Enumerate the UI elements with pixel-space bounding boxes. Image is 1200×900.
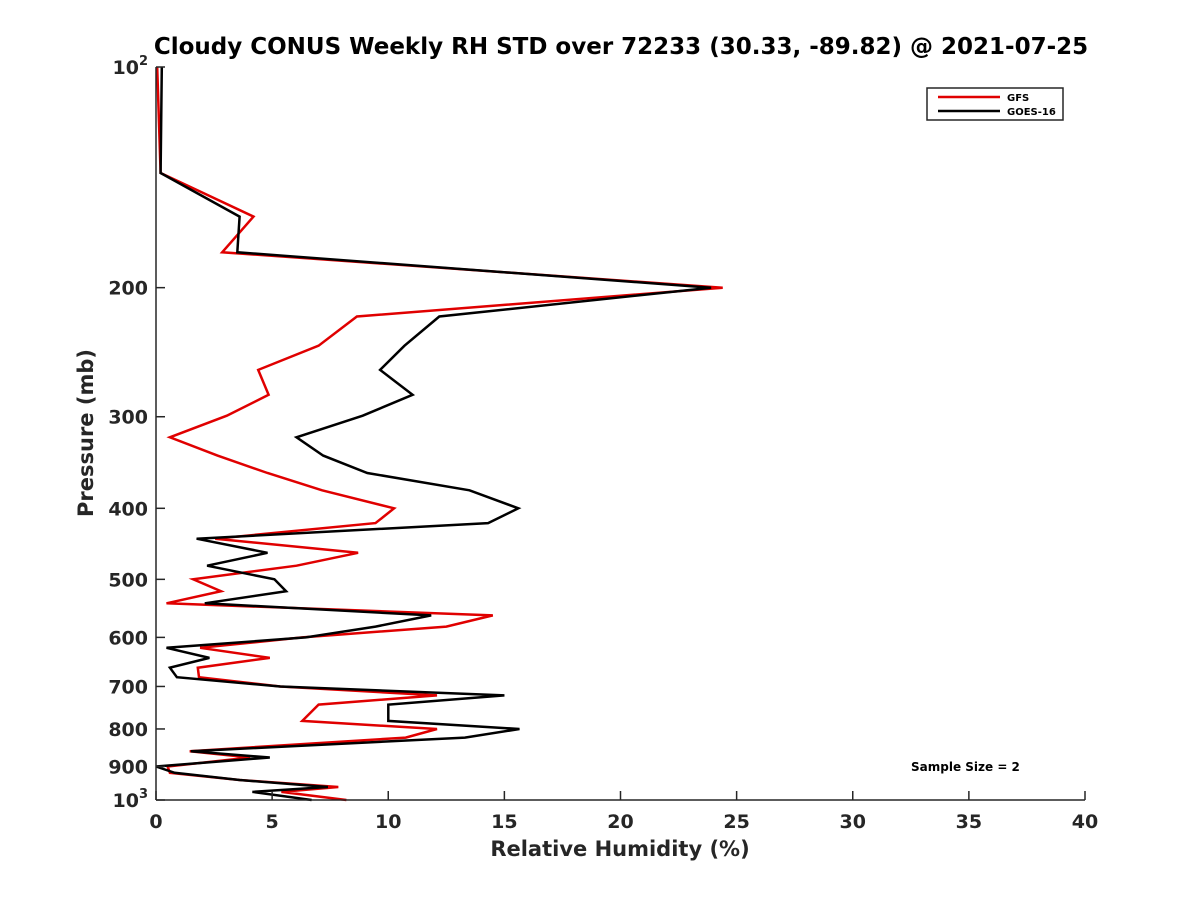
series-line-goes-16 [155, 66, 712, 802]
series-layer [155, 66, 723, 802]
y-tick-label: 500 [108, 569, 148, 591]
x-ticks: 0 5 10 15 20 25 30 35 40 [149, 791, 1098, 833]
x-tick-label: 15 [491, 811, 517, 833]
y-tick-label: 103 [113, 787, 149, 812]
y-axis-label: Pressure (mb) [74, 349, 98, 517]
legend-box [926, 87, 1064, 121]
sample-size-annotation: Sample Size = 2 [911, 760, 1020, 774]
legend: GFS GOES-16 [926, 87, 1064, 121]
x-tick-label: 25 [723, 811, 749, 833]
y-tick-label: 900 [108, 756, 148, 778]
chart-title: Cloudy CONUS Weekly RH STD over 72233 (3… [154, 34, 1088, 60]
legend-label-gfs: GFS [1007, 93, 1029, 104]
plot-area: 0 5 10 15 20 25 30 35 40 102 200 300 400 500 600 700 80… [108, 54, 1098, 833]
y-tick-label: 200 [108, 278, 148, 300]
y-tick-label: 600 [108, 627, 148, 649]
legend-label-goes-16: GOES-16 [1007, 107, 1056, 118]
y-tick-label: 300 [108, 407, 148, 429]
y-tick-label: 102 [113, 54, 149, 79]
x-tick-label: 30 [840, 811, 866, 833]
y-ticks: 102 200 300 400 500 600 700 800 900 103 [108, 54, 165, 812]
x-tick-label: 5 [266, 811, 279, 833]
x-tick-label: 35 [956, 811, 982, 833]
y-tick-label: 700 [108, 676, 148, 698]
y-tick-label: 400 [108, 498, 148, 520]
x-tick-label: 40 [1072, 811, 1098, 833]
series-line-gfs [155, 66, 723, 802]
x-tick-label: 0 [149, 811, 162, 833]
x-tick-label: 20 [607, 811, 633, 833]
x-tick-label: 10 [375, 811, 401, 833]
x-axis-label: Relative Humidity (%) [490, 837, 749, 861]
y-tick-label: 800 [108, 719, 148, 741]
